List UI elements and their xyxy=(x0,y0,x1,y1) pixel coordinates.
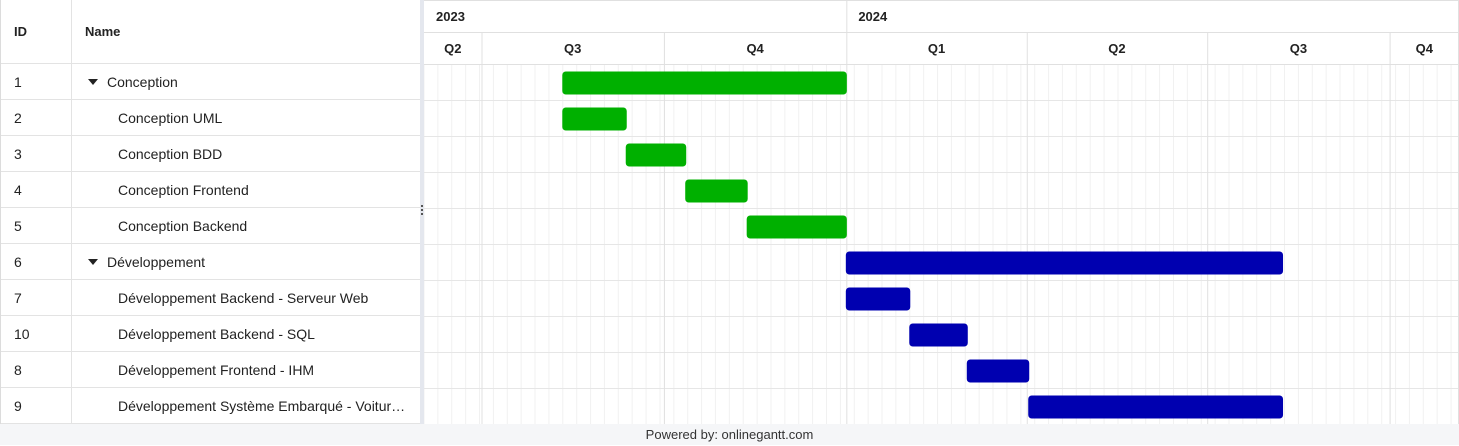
task-name-cell: Développement Backend - Serveur Web xyxy=(72,280,421,315)
task-id: 8 xyxy=(14,361,22,378)
year-label: 2023 xyxy=(436,9,465,24)
task-name-cell: Développement Frontend - IHM xyxy=(72,352,421,387)
quarter-label: Q2 xyxy=(444,41,461,56)
grid-header: ID Name xyxy=(1,0,421,64)
table-row[interactable]: 8 Développement Frontend - IHM xyxy=(1,352,421,388)
table-row[interactable]: 10 Développement Backend - SQL xyxy=(1,316,421,352)
drag-handle-icon[interactable] xyxy=(421,205,423,217)
table-row[interactable]: 7 Développement Backend - Serveur Web xyxy=(1,280,421,316)
footer-text: Powered by: onlinegantt.com xyxy=(645,427,814,442)
task-name-cell: Développement Backend - SQL xyxy=(72,316,421,351)
table-row[interactable]: 5 Conception Backend xyxy=(1,208,421,244)
task-bar[interactable] xyxy=(746,215,847,239)
task-name: Conception Backend xyxy=(118,217,248,234)
task-id-cell: 6 xyxy=(1,244,72,279)
column-header-id[interactable]: ID xyxy=(1,0,72,63)
task-id-cell: 4 xyxy=(1,172,72,207)
quarter-label: Q4 xyxy=(746,41,764,56)
table-row[interactable]: 2 Conception UML xyxy=(1,100,421,136)
column-header-id-label: ID xyxy=(14,24,27,39)
task-id-cell: 9 xyxy=(1,388,72,423)
table-row[interactable]: 6 Développement xyxy=(1,244,421,280)
task-name: Développement xyxy=(107,253,206,270)
task-bar[interactable] xyxy=(845,287,911,311)
task-id: 6 xyxy=(14,253,22,270)
task-name-cell: Développement Système Embarqué - Voitur… xyxy=(72,388,421,423)
task-id: 5 xyxy=(14,217,22,234)
grid-splitter[interactable] xyxy=(420,0,424,424)
task-id-cell: 3 xyxy=(1,136,72,171)
column-header-name[interactable]: Name xyxy=(72,0,421,63)
task-id: 4 xyxy=(14,181,22,198)
quarter-label: Q1 xyxy=(928,41,945,56)
task-id-cell: 10 xyxy=(1,316,72,351)
task-bar[interactable] xyxy=(625,143,687,167)
task-id-cell: 1 xyxy=(1,64,72,99)
task-name: Développement Frontend - IHM xyxy=(118,361,315,378)
task-name-cell: Conception Backend xyxy=(72,208,421,243)
task-bar[interactable] xyxy=(1028,395,1284,419)
task-name-cell: Conception UML xyxy=(72,100,421,135)
year-label: 2024 xyxy=(858,9,888,24)
task-id: 2 xyxy=(14,109,22,126)
task-name: Développement Système Embarqué - Voitur… xyxy=(118,397,406,414)
task-id-cell: 8 xyxy=(1,352,72,387)
quarter-label: Q3 xyxy=(1290,41,1307,56)
task-bar[interactable] xyxy=(966,359,1030,383)
caret-down-icon[interactable] xyxy=(88,78,98,85)
task-bar[interactable] xyxy=(909,323,968,347)
table-row[interactable]: 1 Conception xyxy=(1,64,421,100)
task-name: Conception xyxy=(107,73,178,90)
table-row[interactable]: 3 Conception BDD xyxy=(1,136,421,172)
task-name: Développement Backend - Serveur Web xyxy=(118,289,369,306)
task-id-cell: 5 xyxy=(1,208,72,243)
task-name: Conception BDD xyxy=(118,145,223,162)
task-name: Développement Backend - SQL xyxy=(118,325,315,342)
task-name-cell: Conception xyxy=(72,64,421,99)
task-bar[interactable] xyxy=(562,71,847,95)
task-bar[interactable] xyxy=(685,179,748,203)
table-row[interactable]: 9 Développement Système Embarqué - Voitur… xyxy=(1,388,421,424)
task-name: Conception UML xyxy=(118,109,223,126)
task-id-cell: 7 xyxy=(1,280,72,315)
quarter-label: Q3 xyxy=(564,41,581,56)
task-bar[interactable] xyxy=(562,107,627,131)
task-name-cell: Conception BDD xyxy=(72,136,421,171)
task-id: 3 xyxy=(14,145,22,162)
task-id: 10 xyxy=(14,325,30,342)
quarter-label: Q4 xyxy=(1416,41,1434,56)
task-name-cell: Développement xyxy=(72,244,421,279)
timeline-chart: 2023 2024 Q2 Q3 Q4 Q1 Q2 Q3 Q4 xyxy=(424,0,1459,424)
task-id: 7 xyxy=(14,289,22,306)
caret-down-icon[interactable] xyxy=(88,258,98,265)
table-row[interactable]: 4 Conception Frontend xyxy=(1,172,421,208)
task-id: 1 xyxy=(14,73,22,90)
task-bar[interactable] xyxy=(845,251,1284,275)
powered-by-footer: Powered by: onlinegantt.com xyxy=(0,424,1459,445)
column-header-name-label: Name xyxy=(85,24,121,39)
task-id-cell: 2 xyxy=(1,100,72,135)
task-name: Conception Frontend xyxy=(118,181,249,198)
task-name-cell: Conception Frontend xyxy=(72,172,421,207)
task-id: 9 xyxy=(14,397,22,414)
quarter-label: Q2 xyxy=(1108,41,1125,56)
task-grid: ID Name 1 Conception 2 Conception UML 3 Concept… xyxy=(0,0,421,424)
